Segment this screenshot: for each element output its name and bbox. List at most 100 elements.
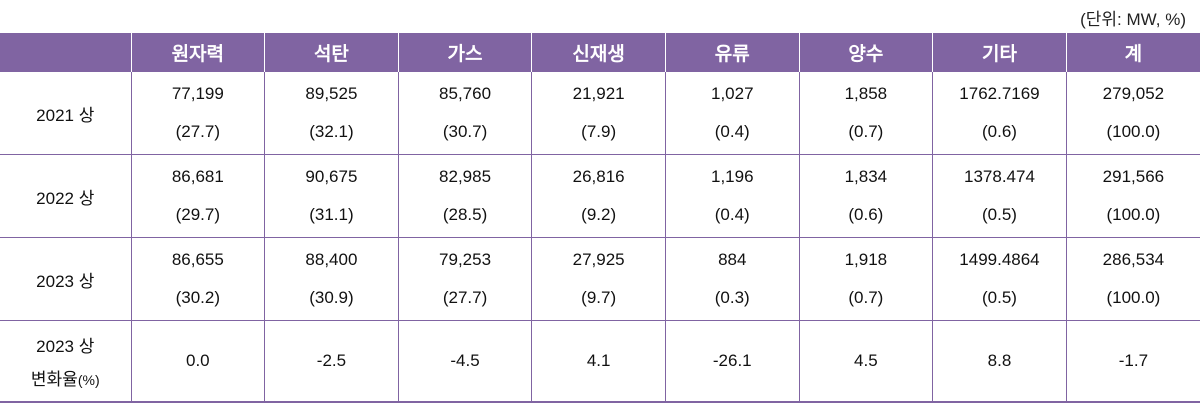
data-cell: 1378.474 (0.5) (932, 154, 1067, 238)
cell-value: 77,199 (171, 84, 224, 103)
data-cell: 286,534 (100.0) (1065, 237, 1200, 321)
row-label-line2: 변화율(%) (0, 365, 131, 390)
data-cell: 1499.4864 (0.5) (932, 237, 1067, 321)
cell-value: 279,052 (1102, 84, 1165, 103)
data-cell: 79,253 (27.7) (397, 237, 532, 321)
data-cell: 88,400 (30.9) (264, 237, 399, 321)
cell-share: (28.5) (442, 205, 488, 224)
data-cell: 86,655 (30.2) (130, 237, 265, 321)
cell-value: 88,400 (305, 250, 358, 269)
data-cell: 77,199 (27.7) (130, 72, 265, 155)
change-cell: -1.7 (1065, 320, 1200, 403)
cell-value: 1499.4864 (959, 250, 1040, 269)
cell-value: 1,027 (710, 84, 754, 103)
cell-share: (32.1) (309, 122, 354, 141)
data-cell: 85,760 (30.7) (397, 72, 532, 155)
change-cell: -26.1 (664, 320, 800, 403)
data-cell: 89,525 (32.1) (264, 72, 399, 155)
change-cell: 4.5 (798, 320, 933, 403)
cell-share: (0.7) (848, 122, 884, 141)
data-cell: 26,816 (9.2) (531, 154, 666, 238)
cell-share: (0.7) (848, 288, 884, 307)
cell-value: 86,655 (171, 250, 224, 269)
change-cell: 0.0 (130, 320, 265, 403)
capacity-table: 원자력 석탄 가스 신재생 유류 양수 기타 계 2021 상 77,199 (2… (0, 33, 1200, 403)
cell-value: 85,760 (439, 84, 492, 103)
table-row: 2021 상 77,199 (27.7) 89,525 (32.1) 85,760 (… (0, 72, 1200, 155)
cell-value: 86,681 (171, 167, 224, 186)
cell-value: 90,675 (305, 167, 358, 186)
cell-share: (29.7) (175, 205, 221, 224)
cell-value: 26,816 (572, 167, 625, 186)
cell-share: (27.7) (442, 288, 488, 307)
cell-share: (9.2) (581, 205, 617, 224)
cell-value: 884 (718, 250, 747, 269)
header-nuclear: 원자력 (130, 33, 266, 72)
change-cell: 4.1 (531, 320, 666, 403)
data-cell: 1,834 (0.6) (798, 154, 933, 238)
row-label: 2023 상 변화율(%) (0, 320, 132, 403)
cell-share: (7.9) (581, 122, 617, 141)
cell-share: (9.7) (581, 288, 617, 307)
cell-value: 79,253 (439, 250, 492, 269)
cell-value: 291,566 (1102, 167, 1165, 186)
row-label-main: 변화율 (30, 370, 78, 389)
data-cell: 90,675 (31.1) (264, 154, 399, 238)
data-cell: 21,921 (7.9) (531, 72, 666, 155)
cell-share: (100.0) (1106, 288, 1161, 307)
cell-share: (31.1) (309, 205, 354, 224)
cell-value: 82,985 (439, 167, 492, 186)
header-total: 계 (1065, 33, 1200, 72)
row-label: 2023 상 (0, 237, 132, 321)
row-label-suffix: (%) (77, 372, 100, 388)
header-renewable: 신재생 (531, 33, 666, 72)
change-rate-row: 2023 상 변화율(%) 0.0 -2.5 -4.5 4.1 -26.1 4.… (0, 320, 1200, 403)
cell-share: (0.4) (714, 122, 750, 141)
cell-share: (100.0) (1106, 122, 1161, 141)
table-row: 2022 상 86,681 (29.7) 90,675 (31.1) 82,985 (… (0, 154, 1200, 238)
row-label: 2021 상 (0, 72, 132, 155)
data-cell: 86,681 (29.7) (130, 154, 265, 238)
row-label-line1: 2023 상 (36, 337, 95, 356)
header-row: 원자력 석탄 가스 신재생 유류 양수 기타 계 (0, 33, 1200, 72)
data-cell: 291,566 (100.0) (1065, 154, 1200, 238)
cell-share: (100.0) (1106, 205, 1161, 224)
cell-share: (0.3) (714, 288, 750, 307)
change-cell: -4.5 (397, 320, 532, 403)
unit-note: (단위: MW, %) (1080, 10, 1186, 29)
header-corner (0, 33, 132, 72)
cell-value: 1762.7169 (959, 84, 1040, 103)
cell-value: 1,918 (844, 250, 888, 269)
cell-share: (0.4) (714, 205, 750, 224)
data-cell: 1,918 (0.7) (798, 237, 933, 321)
change-cell: 8.8 (932, 320, 1067, 403)
data-cell: 1,196 (0.4) (664, 154, 800, 238)
cell-value: 89,525 (305, 84, 358, 103)
cell-value: 1,834 (844, 167, 888, 186)
change-cell: -2.5 (264, 320, 399, 403)
cell-share: (0.6) (981, 122, 1017, 141)
cell-share: (30.9) (309, 288, 354, 307)
data-cell: 884 (0.3) (664, 237, 800, 321)
header-pumped: 양수 (798, 33, 934, 72)
cell-value: 21,921 (572, 84, 625, 103)
header-oil: 유류 (664, 33, 800, 72)
cell-share: (0.5) (981, 205, 1017, 224)
cell-value: 1378.474 (964, 167, 1035, 186)
cell-value: 1,858 (844, 84, 888, 103)
header-coal: 석탄 (264, 33, 399, 72)
table-row: 2023 상 86,655 (30.2) 88,400 (30.9) 79,253 (… (0, 237, 1200, 321)
cell-value: 27,925 (572, 250, 625, 269)
cell-share: (30.7) (442, 122, 488, 141)
row-label: 2022 상 (0, 154, 132, 238)
cell-share: (0.6) (848, 205, 884, 224)
data-cell: 1,027 (0.4) (664, 72, 800, 155)
cell-value: 286,534 (1102, 250, 1165, 269)
header-other: 기타 (932, 33, 1067, 72)
data-cell: 82,985 (28.5) (397, 154, 532, 238)
cell-share: (27.7) (175, 122, 221, 141)
data-cell: 1,858 (0.7) (798, 72, 933, 155)
cell-share: (30.2) (175, 288, 221, 307)
data-cell: 279,052 (100.0) (1065, 72, 1200, 155)
cell-share: (0.5) (981, 288, 1017, 307)
